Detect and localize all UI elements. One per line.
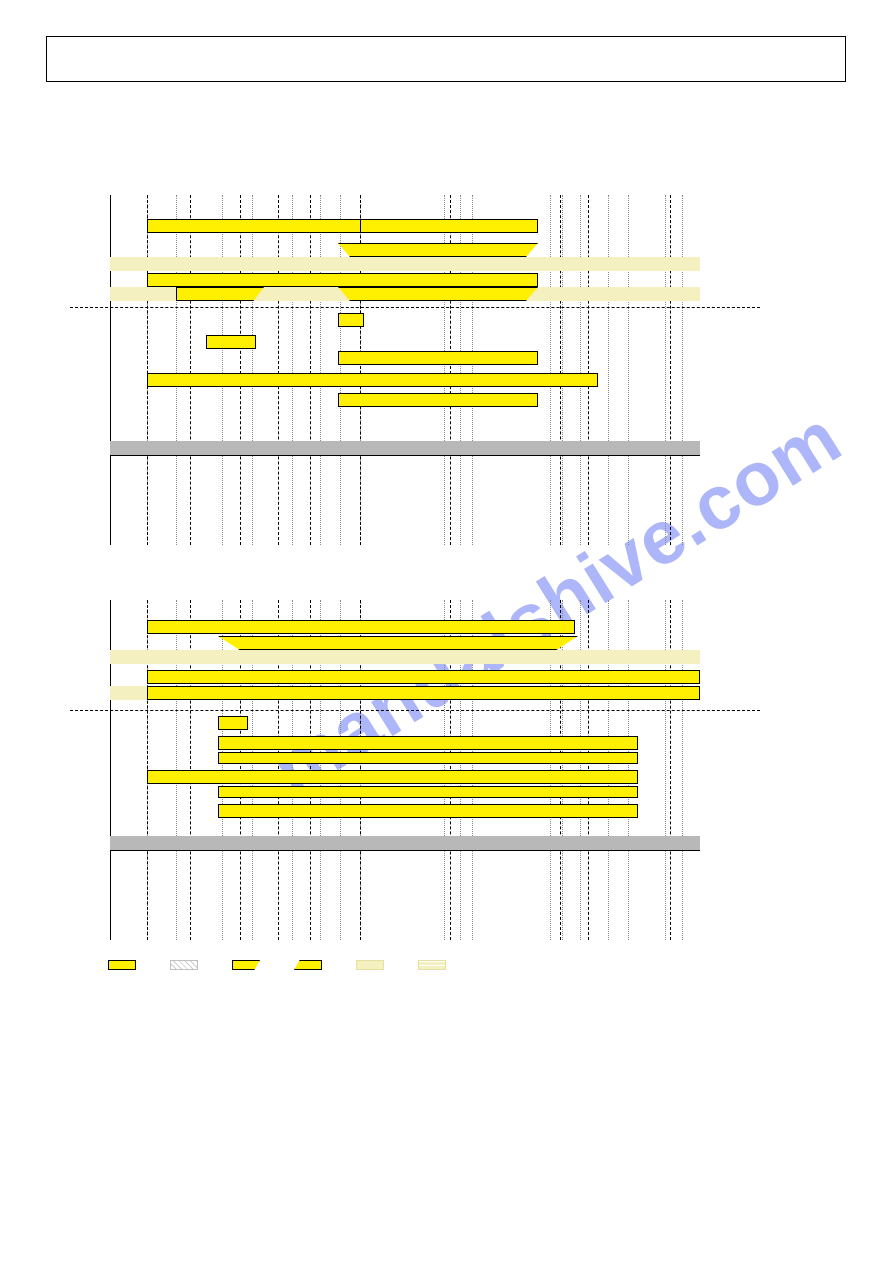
gantt-bar (147, 670, 700, 684)
legend-swatch (108, 960, 136, 970)
gantt-bar (218, 752, 638, 764)
legend-item (232, 960, 264, 970)
event-line (560, 195, 561, 545)
gantt-bar (147, 373, 598, 387)
event-line (240, 195, 241, 545)
zero-line (70, 307, 760, 308)
y-axis (110, 195, 111, 545)
gantt-bar (218, 736, 638, 750)
chartA (110, 195, 700, 545)
chartB (110, 600, 700, 940)
gantt-bar (147, 686, 700, 700)
pale-band (110, 650, 700, 664)
legend-item (294, 960, 326, 970)
gridline (608, 195, 609, 545)
gantt-bar (218, 804, 638, 818)
gridline (665, 195, 666, 545)
gridline (252, 195, 253, 545)
event-line (190, 195, 191, 545)
gantt-bar (338, 243, 538, 257)
gridline (682, 195, 683, 545)
legend-swatch (232, 960, 260, 970)
event-line (310, 195, 311, 545)
pale-band (110, 257, 700, 271)
page-stage: manualshive.com (0, 0, 893, 1263)
legend-swatch (170, 960, 198, 970)
header-frame (46, 36, 846, 82)
gridline (292, 195, 293, 545)
gridline (320, 195, 321, 545)
gantt-bar (338, 393, 538, 407)
chart-legend (108, 960, 450, 970)
gridline (628, 195, 629, 545)
gantt-bar (338, 313, 364, 327)
gridline (222, 195, 223, 545)
gantt-bar (218, 716, 248, 730)
zero-line (70, 710, 760, 711)
x-axis (110, 455, 700, 456)
event-line (670, 195, 671, 545)
legend-swatch (418, 960, 446, 970)
gantt-bar (338, 287, 538, 301)
gridline (580, 195, 581, 545)
legend-item (418, 960, 450, 970)
gantt-bar (338, 351, 538, 365)
gridline (550, 195, 551, 545)
gantt-bar (206, 335, 256, 349)
x-axis (110, 850, 700, 851)
gantt-bar (147, 770, 638, 784)
gantt-bar (218, 786, 638, 798)
gridline (176, 195, 177, 545)
legend-item (170, 960, 202, 970)
gantt-bar (147, 273, 538, 287)
gridline (340, 195, 341, 545)
gridline (562, 195, 563, 545)
legend-swatch (294, 960, 322, 970)
gantt-bar (360, 219, 538, 233)
gantt-bar (176, 287, 264, 301)
grey-band (110, 441, 700, 455)
legend-item (356, 960, 388, 970)
event-line (278, 195, 279, 545)
gantt-bar (218, 636, 578, 650)
legend-item (108, 960, 140, 970)
event-line (588, 195, 589, 545)
event-line (147, 195, 148, 545)
gantt-bar (147, 620, 575, 634)
grey-band (110, 836, 700, 850)
legend-swatch (356, 960, 384, 970)
